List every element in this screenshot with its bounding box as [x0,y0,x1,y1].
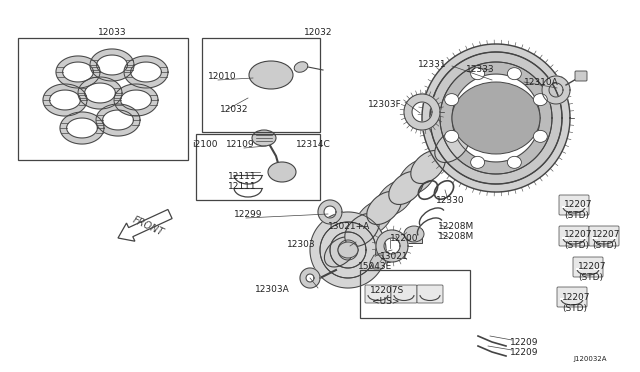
Text: 12207: 12207 [564,200,593,209]
Text: 12333: 12333 [466,65,495,74]
Ellipse shape [398,159,436,195]
Text: 12109: 12109 [226,140,255,149]
Polygon shape [96,104,140,136]
FancyBboxPatch shape [365,285,391,303]
FancyBboxPatch shape [559,226,589,246]
Bar [18,38,188,160]
Polygon shape [422,44,570,192]
Ellipse shape [533,94,547,106]
Polygon shape [90,49,134,81]
Text: FRONT: FRONT [131,214,165,238]
Polygon shape [43,84,87,116]
Text: 12200: 12200 [390,234,419,243]
Text: 13021: 13021 [380,252,408,261]
Polygon shape [376,230,408,262]
Text: 12209: 12209 [510,348,538,357]
Polygon shape [320,222,376,278]
Text: 12207: 12207 [592,230,621,239]
Ellipse shape [249,61,293,89]
Text: 12032: 12032 [304,28,332,37]
Text: 12303: 12303 [287,240,316,249]
Text: 12330: 12330 [436,196,465,205]
Polygon shape [78,77,122,109]
Ellipse shape [294,62,308,72]
Polygon shape [118,209,172,241]
Text: (STD): (STD) [564,241,589,250]
Text: 12111: 12111 [228,172,257,181]
Ellipse shape [411,151,445,183]
Ellipse shape [445,94,459,106]
FancyBboxPatch shape [559,195,589,215]
Text: 15043E: 15043E [358,262,392,271]
Bar [406,229,422,243]
Text: (STD): (STD) [578,273,603,282]
Text: 12207: 12207 [562,293,591,302]
Ellipse shape [367,192,401,225]
Bar [202,38,320,132]
Text: 12310A: 12310A [524,78,559,87]
Text: i2100: i2100 [192,140,218,149]
Ellipse shape [333,222,371,258]
Polygon shape [404,94,440,130]
Polygon shape [56,56,100,88]
Text: 12314C: 12314C [296,140,331,149]
Polygon shape [318,200,342,224]
Ellipse shape [435,129,469,163]
Text: 12207: 12207 [578,262,607,271]
Text: 12010: 12010 [208,72,237,81]
FancyBboxPatch shape [391,285,417,303]
Ellipse shape [508,156,522,169]
Ellipse shape [452,82,540,154]
Text: <US>: <US> [372,297,399,306]
Text: (STD): (STD) [562,304,587,313]
Ellipse shape [508,68,522,80]
Text: 12303A: 12303A [255,285,290,294]
Ellipse shape [533,130,547,142]
Bar [360,270,470,318]
Ellipse shape [324,237,356,267]
Polygon shape [370,255,386,269]
FancyBboxPatch shape [573,257,603,277]
Text: 12207S: 12207S [370,286,404,295]
Ellipse shape [388,171,423,205]
Ellipse shape [252,130,276,146]
FancyBboxPatch shape [557,287,587,307]
Text: J120032A: J120032A [573,356,607,362]
Text: 12208M: 12208M [438,222,474,231]
Ellipse shape [345,214,380,247]
Text: 12209: 12209 [510,338,538,347]
Polygon shape [310,212,386,288]
Text: (STD): (STD) [592,241,617,250]
Text: 12208M: 12208M [438,232,474,241]
Polygon shape [114,84,158,116]
Ellipse shape [355,200,393,236]
Text: 12033: 12033 [98,28,126,37]
FancyBboxPatch shape [575,71,587,81]
Text: 13021+A: 13021+A [328,222,371,231]
Polygon shape [542,76,570,104]
Text: 12207: 12207 [564,230,593,239]
Text: (STD): (STD) [564,211,589,220]
Polygon shape [300,268,320,288]
Text: 12331: 12331 [418,60,446,69]
Polygon shape [440,62,552,174]
Ellipse shape [338,242,358,258]
Ellipse shape [376,180,414,216]
FancyBboxPatch shape [417,285,443,303]
FancyBboxPatch shape [589,226,619,246]
Ellipse shape [470,68,484,80]
Text: 12032: 12032 [220,105,248,114]
Ellipse shape [404,226,424,242]
Ellipse shape [445,130,459,142]
Text: 12303F: 12303F [368,100,402,109]
Ellipse shape [470,156,484,169]
Polygon shape [430,52,562,184]
Polygon shape [330,232,366,268]
Bar [196,134,320,200]
Text: 12299: 12299 [234,210,262,219]
Text: 12111: 12111 [228,182,257,191]
Polygon shape [124,56,168,88]
Ellipse shape [268,162,296,182]
Polygon shape [60,112,104,144]
